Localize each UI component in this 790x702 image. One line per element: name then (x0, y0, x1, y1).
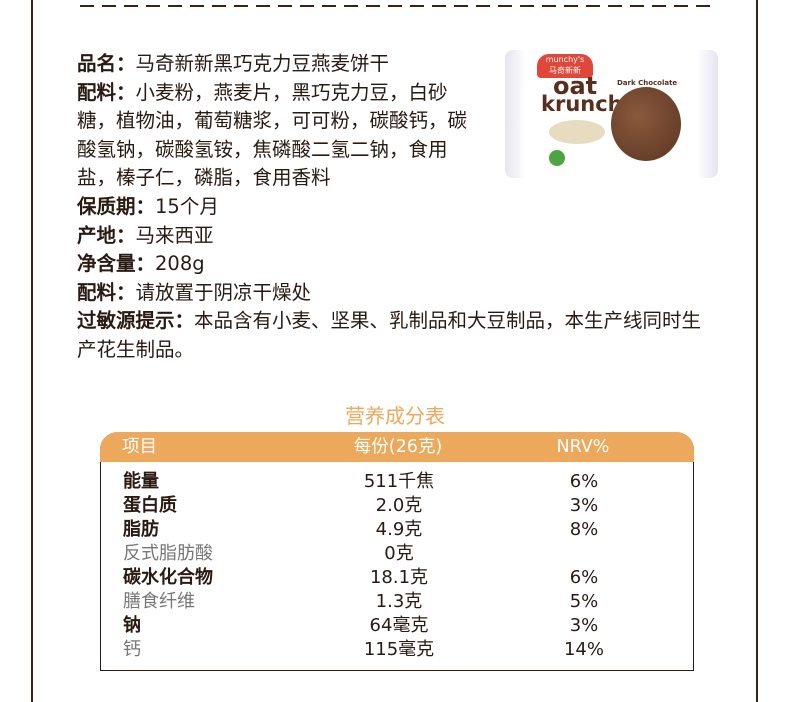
flavor: Dark Chocolate (617, 79, 678, 87)
product-image: munchy's 马奇新新 oat krunch Dark Chocolate (505, 50, 718, 178)
left-border-line (31, 0, 33, 702)
header-serving: 每份(26克) (353, 437, 443, 457)
label: 品名： (77, 52, 136, 75)
item-value: 511千焦 (363, 471, 435, 492)
nutrition-title: 营养成分表 (345, 404, 445, 428)
value: 请放置于阴凉干燥处 (135, 280, 312, 304)
table-row: 蛋白质 2.0克 3% (101, 494, 693, 518)
item-value: 115毫克 (363, 639, 435, 660)
product-info: 品名：马奇新新黑巧克力豆燕麦饼干 配料：小麦粉，燕麦片，黑巧克力豆，白砂糖，植物… (77, 50, 717, 365)
table-header: 项目 每份(26克) NRV% (100, 432, 694, 462)
item-nrv: 3% (569, 615, 599, 636)
item-value: 4.9克 (375, 519, 423, 540)
value: 小麦粉，燕麦片，黑巧克力豆，白砂糖，植物油，葡萄糖浆，可可粉，碳酸钙，碳酸氢钠，… (77, 80, 468, 190)
brand: munchy's (545, 55, 585, 64)
value: 15个月 (155, 194, 219, 218)
header-nrv: NRV% (556, 437, 610, 457)
label: 保质期： (77, 194, 156, 218)
brand-cn: 马奇新新 (549, 66, 581, 75)
item-name: 脂肪 (123, 519, 159, 540)
info-net-weight: 净含量：208g (77, 250, 717, 279)
item-nrv: 6% (569, 567, 599, 588)
table-row: 钠 64毫克 3% (101, 614, 693, 638)
item-value: 0克 (384, 543, 414, 564)
product-name-1: oat (553, 72, 598, 100)
item-value: 2.0克 (375, 495, 423, 516)
value: 马奇新新黑巧克力豆燕麦饼干 (135, 52, 390, 75)
item-nrv: 5% (569, 591, 599, 612)
label: 过敏源提示： (77, 309, 195, 333)
item-name: 能量 (123, 471, 159, 492)
item-name: 钠 (123, 615, 141, 636)
badge-icon (549, 150, 565, 166)
table-row: 碳水化合物 18.1克 6% (101, 566, 693, 590)
cookie-image (611, 87, 681, 161)
item-nrv: 3% (569, 495, 599, 516)
dashed-divider (80, 5, 715, 7)
item-name: 碳水化合物 (123, 567, 213, 588)
table-row: 膳食纤维 1.3克 5% (101, 590, 693, 614)
item-nrv: 14% (563, 639, 604, 660)
item-value: 64毫克 (369, 615, 429, 636)
table-row: 钙 115毫克 14% (101, 638, 693, 662)
info-allergen: 过敏源提示：本品含有小麦、坚果、乳制品和大豆制品，本生产线同时生产花生制品。 (77, 307, 717, 364)
item-name: 钙 (123, 639, 141, 660)
value: 马来西亚 (135, 223, 214, 247)
label: 配料： (77, 80, 136, 104)
item-nrv: 6% (569, 471, 599, 492)
oats-image (549, 120, 605, 144)
item-value: 18.1克 (369, 567, 429, 588)
value: 208g (155, 252, 205, 276)
info-shelf-life: 保质期：15个月 (77, 193, 717, 222)
item-name: 蛋白质 (123, 495, 177, 516)
label: 配料： (77, 280, 136, 304)
info-name: 品名：马奇新新黑巧克力豆燕麦饼干 (77, 50, 717, 79)
header-item: 项目 (122, 437, 157, 457)
item-name: 反式脂肪酸 (123, 543, 213, 564)
nutrition-table: 项目 每份(26克) NRV% 能量 511千焦 6% 蛋白质 2.0克 3% 脂肪 4.9克… (100, 432, 694, 671)
right-border-line (756, 0, 758, 702)
product-name-2: krunch (541, 92, 623, 116)
table-row: 能量 511千焦 6% (101, 470, 693, 494)
table-row: 反式脂肪酸 0克 (101, 542, 693, 566)
table-row: 脂肪 4.9克 8% (101, 518, 693, 542)
item-value: 1.3克 (375, 591, 423, 612)
value: 本品含有小麦、坚果、乳制品和大豆制品，本生产线同时生产花生制品。 (77, 309, 702, 361)
item-name: 膳食纤维 (123, 591, 195, 612)
brand-logo: munchy's 马奇新新 (537, 54, 593, 78)
info-ingredients: 配料：小麦粉，燕麦片，黑巧克力豆，白砂糖，植物油，葡萄糖浆，可可粉，碳酸钙，碳酸… (77, 79, 477, 193)
label: 净含量： (77, 252, 156, 276)
info-origin: 产地：马来西亚 (77, 222, 717, 251)
label: 产地： (77, 223, 136, 247)
info-storage: 配料：请放置于阴凉干燥处 (77, 279, 717, 308)
item-nrv: 8% (569, 519, 599, 540)
